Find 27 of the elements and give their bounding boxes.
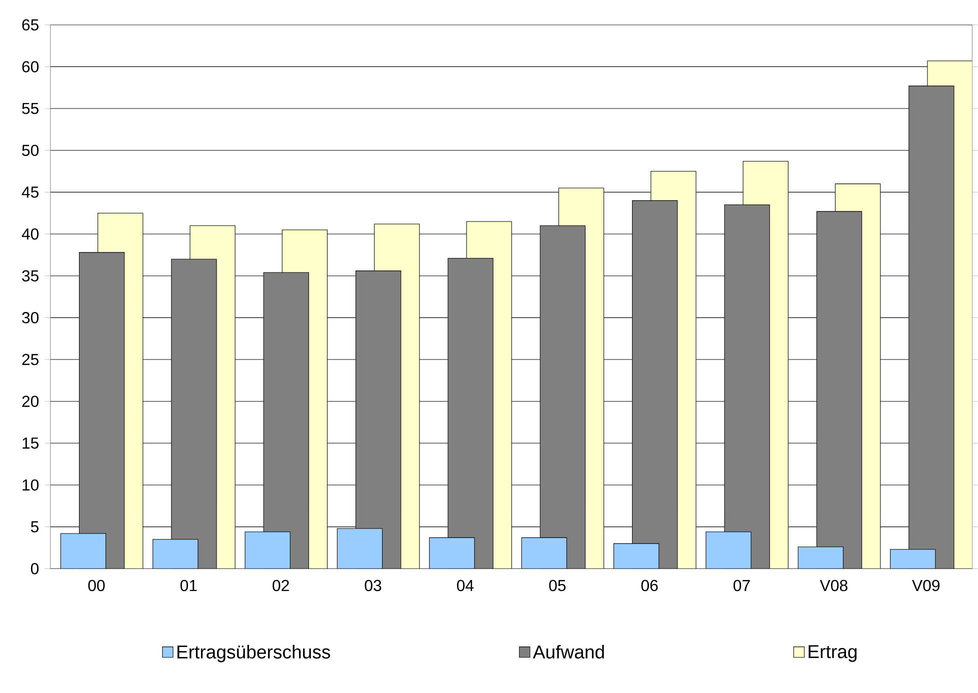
x-tick-label: 07	[734, 580, 750, 591]
x-tick-label: 02	[272, 580, 289, 591]
y-tick-label: 0	[30, 562, 39, 574]
y-tick-label: 15	[22, 437, 38, 449]
x-tick-label: 04	[456, 580, 474, 591]
y-tick-label: 25	[22, 354, 38, 365]
x-tick-label: V09	[912, 580, 940, 591]
y-tick-label: 45	[22, 186, 38, 198]
x-tick-label: 00	[88, 580, 105, 591]
y-tick-label: 65	[22, 19, 38, 30]
legend-label: Aufwand	[532, 644, 604, 658]
y-tick-label: 40	[22, 228, 39, 240]
legend-label: Ertrag	[808, 645, 857, 662]
y-tick-label: 55	[22, 102, 38, 114]
y-tick-label: 10	[22, 479, 39, 490]
y-tick-label: 35	[22, 270, 38, 282]
x-tick-label: 06	[641, 580, 658, 591]
y-tick-label: 60	[22, 60, 39, 72]
y-tick-label: 20	[22, 396, 39, 407]
y-tick-label: 5	[30, 521, 38, 532]
legend-label: Ertragsüberschuss	[177, 644, 330, 662]
x-tick-label: 01	[180, 580, 197, 591]
x-tick-label: 05	[549, 580, 566, 591]
y-tick-label: 30	[22, 312, 39, 324]
y-tick-label: 50	[22, 144, 39, 156]
x-tick-label: 03	[364, 580, 382, 591]
x-tick-label: V08	[820, 580, 848, 591]
